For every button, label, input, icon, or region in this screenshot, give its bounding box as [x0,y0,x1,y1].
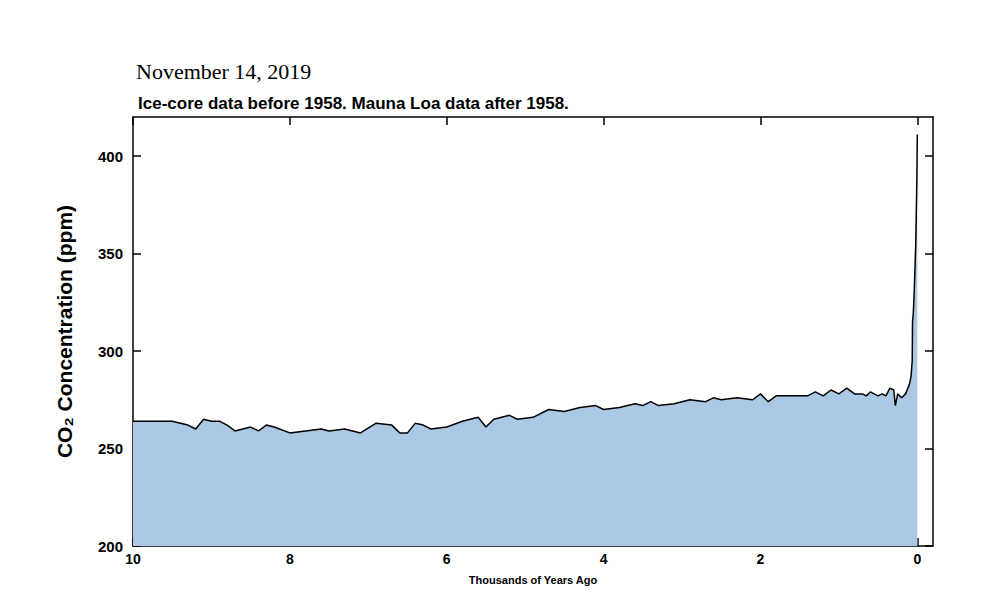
svg-text:400: 400 [98,148,123,165]
svg-text:0: 0 [913,551,921,567]
svg-text:300: 300 [98,343,123,360]
svg-text:250: 250 [98,440,123,457]
svg-text:350: 350 [98,245,123,262]
svg-text:CO₂ Concentration (ppm): CO₂ Concentration (ppm) [53,205,76,458]
svg-text:10: 10 [125,551,141,567]
svg-text:Ice-core data before 1958. Mau: Ice-core data before 1958. Mauna Loa dat… [138,94,569,113]
svg-text:Thousands of Years Ago: Thousands of Years Ago [469,574,598,586]
svg-text:6: 6 [443,551,451,567]
svg-text:8: 8 [286,551,294,567]
svg-text:4: 4 [600,551,608,567]
svg-text:November 14, 2019: November 14, 2019 [136,59,311,84]
svg-text:200: 200 [98,538,123,555]
svg-text:2: 2 [757,551,765,567]
